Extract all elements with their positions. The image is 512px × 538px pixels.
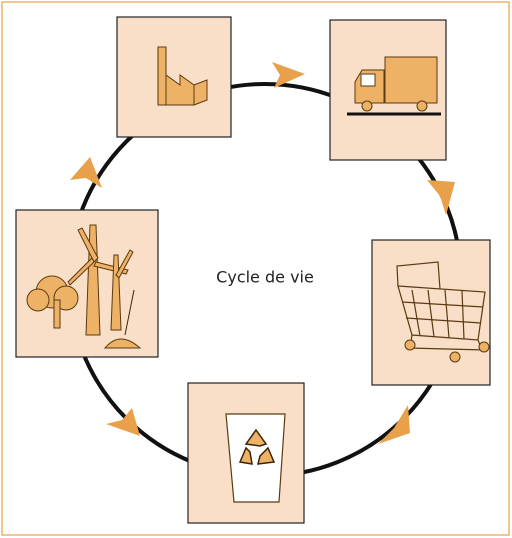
cart-box xyxy=(372,240,490,385)
nature-box xyxy=(16,210,158,357)
diagram: Cycle de vie xyxy=(0,0,512,538)
bin-box xyxy=(188,383,304,523)
center-label: Cycle de vie xyxy=(216,268,314,287)
truck-box xyxy=(330,20,446,160)
factory-box xyxy=(117,17,231,137)
